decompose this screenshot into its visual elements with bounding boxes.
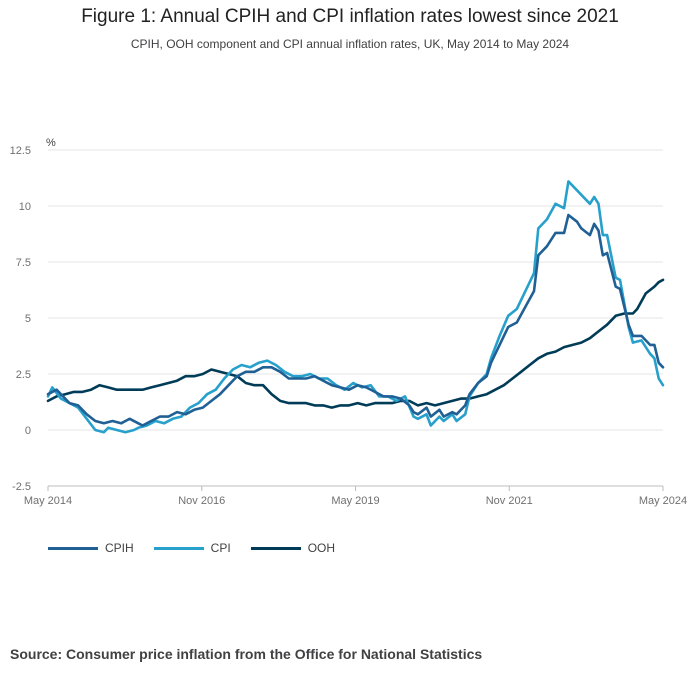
legend-item-cpi[interactable]: CPI [153, 541, 231, 555]
legend-item-ooh[interactable]: OOH [250, 541, 336, 555]
series-line-ooh[interactable] [46, 278, 665, 409]
x-tick-label: May 2014 [24, 495, 72, 507]
y-tick-label: 5 [25, 313, 31, 325]
legend-swatch-cpi [153, 546, 204, 550]
gridlines [48, 149, 663, 431]
legend: CPIH CPI OOH [48, 541, 355, 555]
legend-item-cpih[interactable]: CPIH [48, 541, 134, 555]
y-axis: 12.5 10 7.5 5 2.5 0 -2.5 [10, 145, 31, 493]
series-lines [46, 180, 665, 434]
y-axis-unit-label: % [46, 137, 56, 149]
legend-swatch-ooh [250, 546, 301, 550]
y-tick-label: 12.5 [10, 145, 31, 157]
legend-label-ooh: OOH [307, 541, 336, 555]
legend-swatch-cpih [48, 546, 98, 550]
y-tick-label: 10 [19, 201, 31, 213]
x-tick-label: Nov 2021 [486, 495, 533, 507]
y-tick-label: 7.5 [16, 257, 31, 269]
chart-subtitle: CPIH, OOH component and CPI annual infla… [130, 37, 570, 51]
source-note: Source: Consumer price inflation from th… [10, 646, 483, 662]
series-line-cpih[interactable] [46, 213, 665, 427]
x-axis: May 2014 Nov 2016 May 2019 Nov 2021 May 2024 [24, 485, 687, 507]
legend-label-cpi: CPI [210, 541, 231, 555]
x-tick-label: May 2019 [331, 495, 379, 507]
y-tick-label: -2.5 [12, 481, 31, 493]
y-tick-label: 0 [25, 425, 31, 437]
chart-title: Figure 1: Annual CPIH and CPI inflation … [81, 6, 619, 27]
series-line-cpi[interactable] [46, 180, 665, 434]
y-tick-label: 2.5 [16, 369, 31, 381]
x-tick-label: May 2024 [639, 495, 687, 507]
x-tick-label: Nov 2016 [178, 495, 225, 507]
legend-label-cpih: CPIH [105, 541, 134, 555]
